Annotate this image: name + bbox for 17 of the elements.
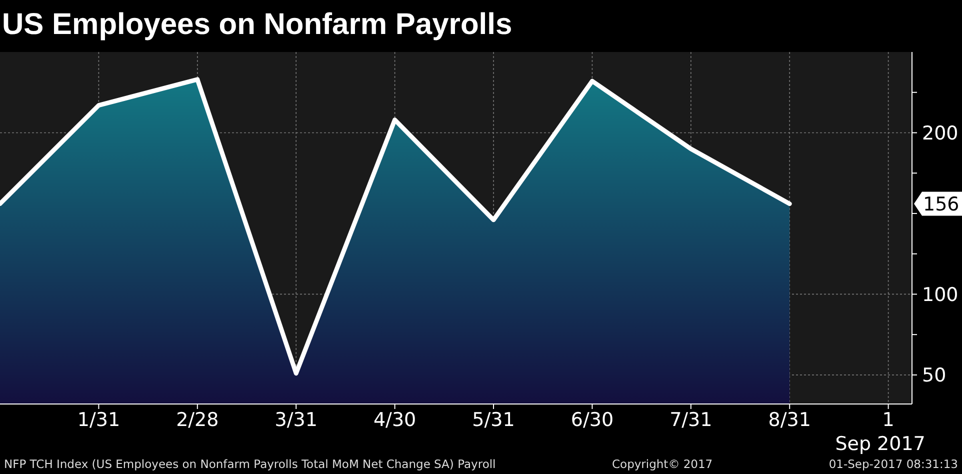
x-tick-label: 7/31: [670, 409, 712, 431]
x-tick-label: 3/31: [274, 409, 318, 431]
text: Copyright© 2017: [612, 457, 713, 471]
x-tick-label: 8/31: [768, 409, 811, 431]
x-tick-label: 1 Sep 2017: [835, 409, 926, 455]
x-tick-label: 5/31: [472, 409, 515, 431]
text: 156: [923, 193, 960, 216]
x-tick-label: 6/30: [570, 409, 614, 431]
x-tick-label: 1/31: [77, 409, 120, 431]
chart-title: US Employees on Nonfarm Payrolls: [2, 8, 512, 41]
y-tick-label: 100: [922, 284, 958, 306]
x-tick-label: 2/28: [176, 409, 219, 431]
text: NFP TCH Index (US Employees on Nonfarm Payrolls Total MoM Net Change SA) Payroll: [4, 457, 496, 471]
x-tick-label: 4/30: [373, 409, 416, 431]
y-tick-label: 200: [922, 122, 958, 144]
text: 01-Sep-2017 08:31:13: [828, 457, 958, 471]
y-tick-label: 50: [922, 364, 946, 387]
